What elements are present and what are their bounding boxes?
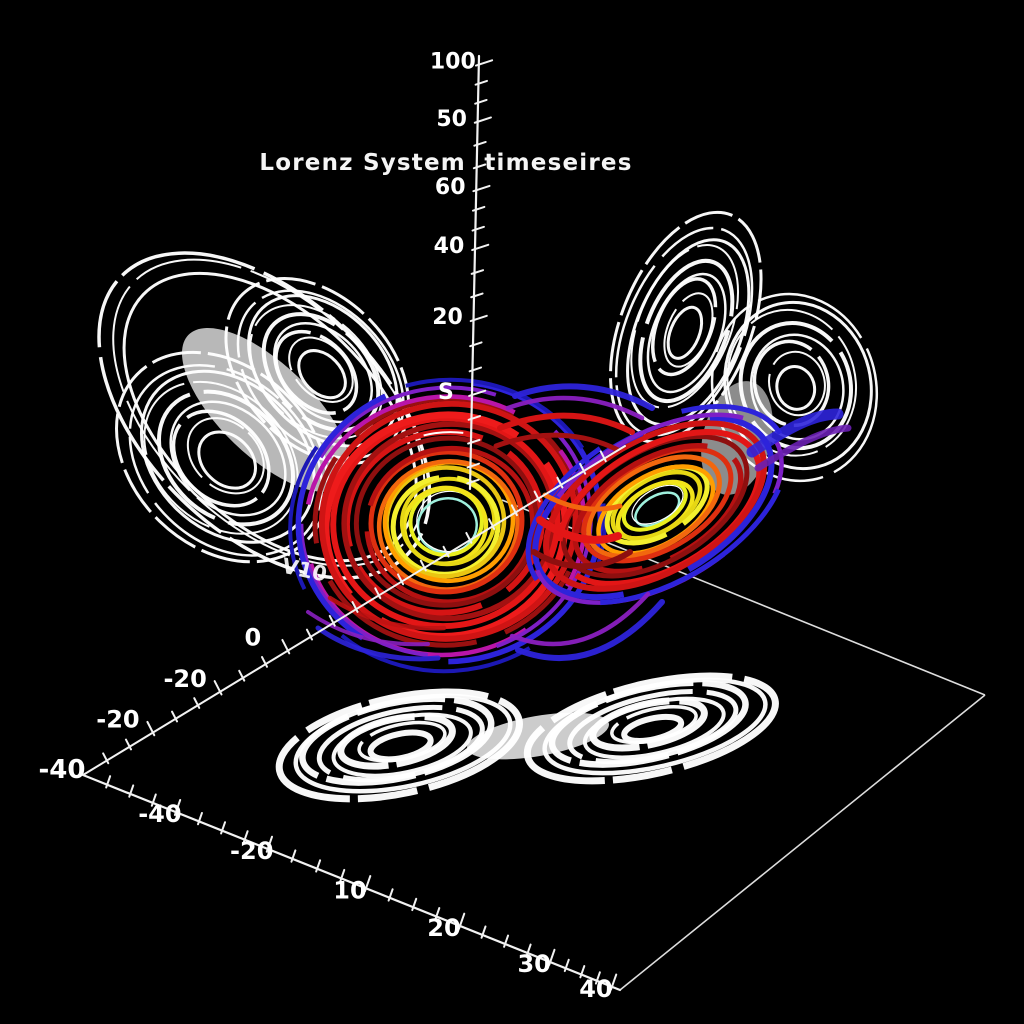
- attractor-bridge-stroke: [497, 412, 635, 435]
- attractor-bridge-stroke: [315, 625, 441, 662]
- x-axis-tick-label: 10: [333, 876, 366, 904]
- x-axis-tick-label: 20: [427, 914, 460, 942]
- floor-lobe-a: [275, 688, 523, 803]
- z-axis: 100 50 60 40 20 S: [430, 50, 494, 491]
- attractor-bridge-stroke: [754, 424, 852, 472]
- attractor-projections: [97, 210, 879, 803]
- attractor-bridge-stroke: [542, 492, 623, 512]
- x-axis: -40 -20 10 20 30 40: [81, 773, 622, 1003]
- z-axis-tick-label: 100: [430, 50, 476, 75]
- y-axis-tick-label: 0: [245, 624, 262, 652]
- attractor-bridge-stroke: [536, 516, 622, 544]
- x-axis-tick-label: 30: [517, 950, 550, 978]
- y-axis: -20 -20 0: [82, 445, 626, 776]
- z-axis-tick-label: 20: [432, 305, 463, 330]
- attractor-bridge-stroke: [505, 395, 645, 421]
- projection-dense-fill: [467, 712, 609, 760]
- attractor-bridge-stroke: [512, 383, 655, 411]
- projection-dense-fill: [181, 328, 351, 492]
- lorenz-attractor-3d: [288, 377, 852, 674]
- y-axis-tick-label: -20: [163, 665, 206, 693]
- x-axis-tick-label: -40: [138, 800, 181, 828]
- x-axis-tick-label: -20: [230, 837, 273, 865]
- attractor-bridge-stroke: [509, 591, 651, 647]
- x-axis-tick-label: 40: [579, 975, 612, 1003]
- z-axis-tick-label: 60: [435, 175, 466, 200]
- attractor-bridge-stroke: [515, 599, 665, 661]
- attractor-bridge-stroke: [327, 595, 447, 631]
- z-axis-tick-label: S: [438, 380, 454, 405]
- attractor-bridge-stroke: [493, 432, 621, 453]
- y-axis-tick-label: -20: [96, 706, 139, 734]
- attractor-bridge-stroke: [306, 610, 430, 647]
- attractor-bridge-stroke: [746, 408, 844, 458]
- chart-title: Lorenz System timeseires: [259, 150, 632, 176]
- corner-axis-label: -40: [39, 755, 86, 785]
- z-axis-tick-label: 40: [434, 234, 465, 259]
- attractor-bridge-stroke: [531, 549, 633, 570]
- z-axis-tick-label: 50: [436, 107, 467, 132]
